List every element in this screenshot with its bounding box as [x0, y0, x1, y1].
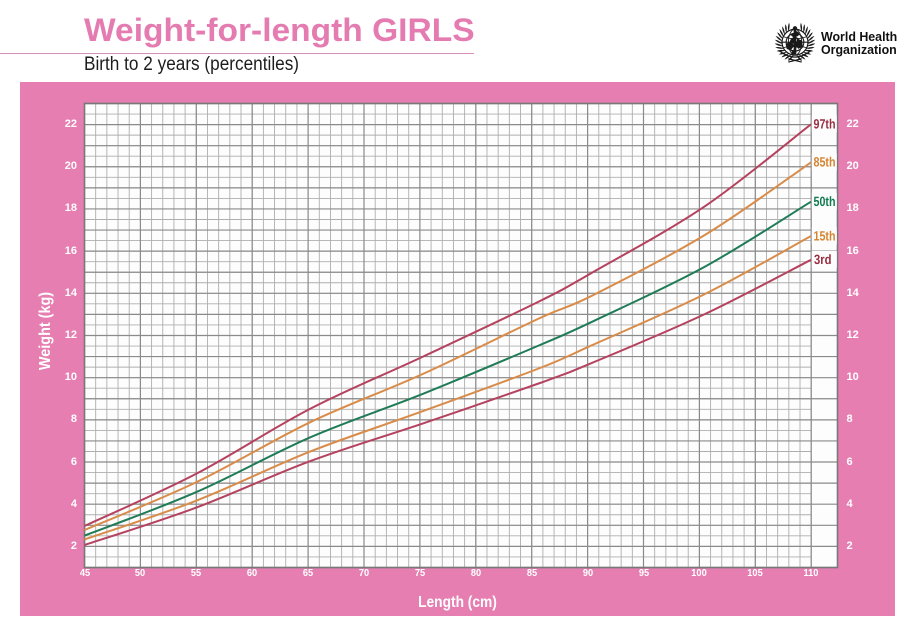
- svg-text:3rd: 3rd: [814, 252, 832, 267]
- svg-text:85th: 85th: [814, 155, 836, 170]
- svg-text:15th: 15th: [814, 229, 836, 244]
- svg-text:50th: 50th: [814, 194, 836, 209]
- svg-text:97th: 97th: [814, 116, 836, 131]
